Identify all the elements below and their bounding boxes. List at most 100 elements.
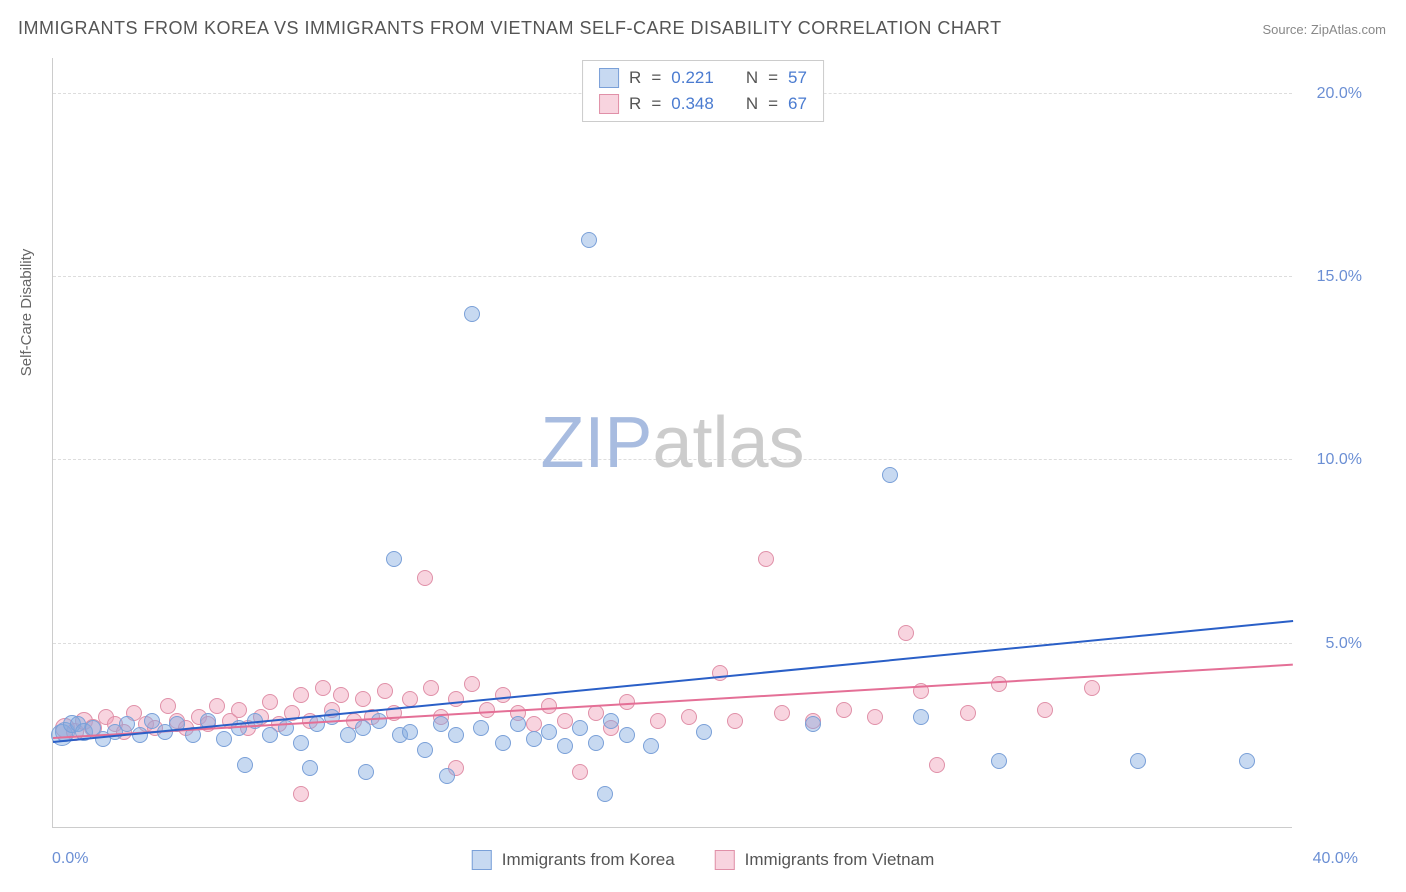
y-tick-label: 5.0% [1302, 635, 1362, 653]
swatch-korea-bottom [472, 850, 492, 870]
korea-point [417, 742, 433, 758]
korea-trend-line [53, 620, 1293, 743]
vietnam-point [929, 757, 945, 773]
watermark: ZIPatlas [540, 402, 804, 484]
legend-label-vietnam: Immigrants from Vietnam [745, 850, 935, 870]
vietnam-point [572, 764, 588, 780]
x-tick-max: 40.0% [1313, 850, 1358, 868]
korea-point [581, 232, 597, 248]
n-value-korea: 57 [788, 68, 807, 88]
korea-point [358, 764, 374, 780]
swatch-vietnam-bottom [715, 850, 735, 870]
r-value-vietnam: 0.348 [671, 94, 714, 114]
vietnam-point [333, 687, 349, 703]
vietnam-point [160, 698, 176, 714]
stats-legend-box: R = 0.221 N = 57 R = 0.348 N = 67 [582, 60, 824, 122]
korea-point [464, 306, 480, 322]
korea-point [293, 735, 309, 751]
grid-line [53, 276, 1292, 277]
vietnam-point [727, 713, 743, 729]
vietnam-point [898, 625, 914, 641]
vietnam-point [262, 694, 278, 710]
korea-point [237, 757, 253, 773]
swatch-vietnam [599, 94, 619, 114]
vietnam-point [209, 698, 225, 714]
korea-point [302, 760, 318, 776]
korea-point [572, 720, 588, 736]
vietnam-point [315, 680, 331, 696]
vietnam-point [867, 709, 883, 725]
n-label: N [746, 68, 758, 88]
korea-point [439, 768, 455, 784]
korea-point [882, 467, 898, 483]
y-tick-label: 10.0% [1302, 451, 1362, 469]
watermark-atlas: atlas [652, 403, 804, 483]
korea-point [216, 731, 232, 747]
source-attribution: Source: ZipAtlas.com [1262, 22, 1386, 37]
vietnam-point [758, 551, 774, 567]
korea-point [433, 716, 449, 732]
vietnam-point [1084, 680, 1100, 696]
vietnam-point [417, 570, 433, 586]
korea-point [696, 724, 712, 740]
vietnam-point [588, 705, 604, 721]
korea-point [597, 786, 613, 802]
n-value-vietnam: 67 [788, 94, 807, 114]
stats-row-korea: R = 0.221 N = 57 [583, 65, 823, 91]
legend-item-korea: Immigrants from Korea [472, 850, 675, 870]
vietnam-point [960, 705, 976, 721]
korea-point [557, 738, 573, 754]
swatch-korea [599, 68, 619, 88]
vietnam-point [681, 709, 697, 725]
korea-point [991, 753, 1007, 769]
y-tick-label: 20.0% [1302, 85, 1362, 103]
korea-point [473, 720, 489, 736]
korea-point [588, 735, 604, 751]
korea-point [526, 731, 542, 747]
legend-item-vietnam: Immigrants from Vietnam [715, 850, 935, 870]
korea-point [340, 727, 356, 743]
vietnam-point [479, 702, 495, 718]
y-axis-title: Self-Care Disability [18, 249, 35, 377]
grid-line [53, 643, 1292, 644]
vietnam-point [402, 691, 418, 707]
vietnam-point [464, 676, 480, 692]
vietnam-point [448, 691, 464, 707]
korea-point [603, 713, 619, 729]
stats-row-vietnam: R = 0.348 N = 67 [583, 91, 823, 117]
korea-point [495, 735, 511, 751]
bottom-legend: Immigrants from Korea Immigrants from Vi… [472, 850, 934, 870]
watermark-zip: ZIP [540, 403, 652, 483]
vietnam-point [293, 687, 309, 703]
vietnam-point [231, 702, 247, 718]
vietnam-point [355, 691, 371, 707]
vietnam-point [557, 713, 573, 729]
korea-point [355, 720, 371, 736]
vietnam-point [541, 698, 557, 714]
vietnam-point [774, 705, 790, 721]
korea-point [619, 727, 635, 743]
vietnam-point [526, 716, 542, 732]
korea-point [371, 713, 387, 729]
vietnam-point [712, 665, 728, 681]
chart-container: IMMIGRANTS FROM KOREA VS IMMIGRANTS FROM… [0, 0, 1406, 892]
legend-label-korea: Immigrants from Korea [502, 850, 675, 870]
x-tick-min: 0.0% [52, 850, 88, 868]
korea-point [510, 716, 526, 732]
vietnam-point [650, 713, 666, 729]
korea-point [913, 709, 929, 725]
r-value-korea: 0.221 [671, 68, 714, 88]
korea-point [386, 551, 402, 567]
korea-point [402, 724, 418, 740]
korea-point [1130, 753, 1146, 769]
plot-area: ZIPatlas 5.0%10.0%15.0%20.0% [52, 58, 1292, 828]
vietnam-point [836, 702, 852, 718]
korea-point [262, 727, 278, 743]
korea-point [805, 716, 821, 732]
korea-point [1239, 753, 1255, 769]
y-tick-label: 15.0% [1302, 268, 1362, 286]
vietnam-point [991, 676, 1007, 692]
korea-point [309, 716, 325, 732]
korea-point [132, 727, 148, 743]
vietnam-point [423, 680, 439, 696]
